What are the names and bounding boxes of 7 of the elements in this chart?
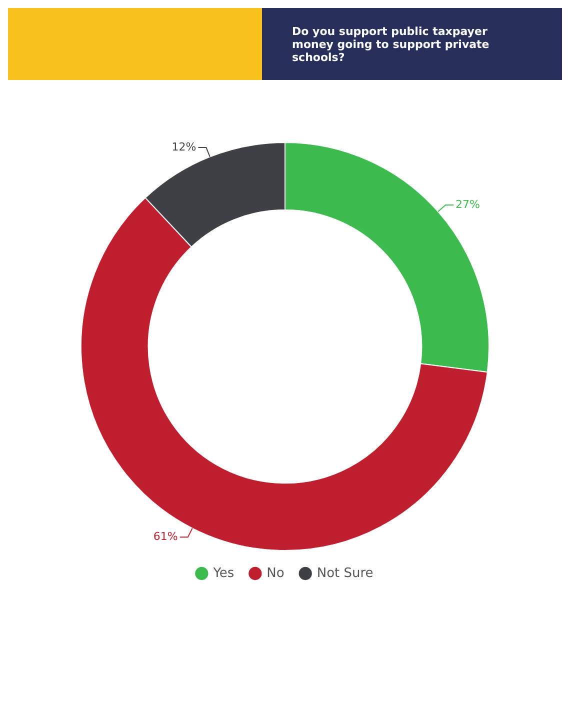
legend-label: No	[266, 566, 284, 581]
data-label: 12%	[172, 140, 196, 154]
chart-title: Do you support public taxpayer money going to support private schools?	[292, 24, 490, 64]
data-label: 61%	[153, 530, 178, 544]
legend-label: Not Sure	[316, 566, 374, 581]
data-label: 27%	[456, 198, 480, 211]
legend-label: Yes	[212, 566, 234, 581]
